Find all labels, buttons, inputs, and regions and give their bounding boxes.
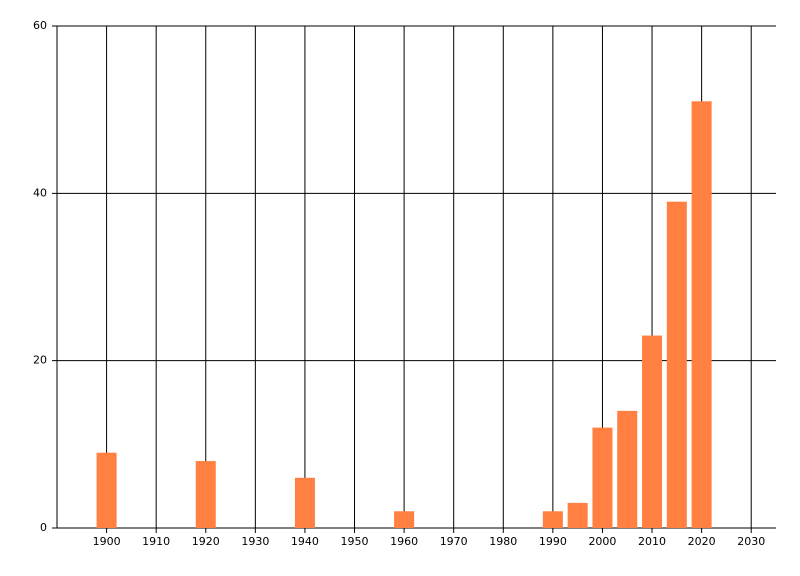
bar [642, 335, 663, 528]
x-tick-label: 1950 [341, 535, 369, 548]
x-tick-label: 1910 [142, 535, 170, 548]
y-tick-label: 20 [33, 354, 47, 367]
y-tick-label: 60 [33, 19, 47, 32]
x-tick-label: 1960 [390, 535, 418, 548]
x-tick-label: 2020 [688, 535, 716, 548]
bar [394, 511, 415, 528]
x-tick-label: 1970 [440, 535, 468, 548]
bar [691, 101, 712, 529]
x-tick-label: 2010 [638, 535, 666, 548]
x-tick-label: 1980 [489, 535, 517, 548]
bar [294, 477, 315, 528]
bar [96, 452, 117, 528]
x-tick-label: 2030 [737, 535, 765, 548]
y-tick-label: 40 [33, 186, 47, 199]
x-tick-label: 2000 [588, 535, 616, 548]
x-tick-label: 1990 [539, 535, 567, 548]
bar [617, 410, 638, 528]
bar [195, 461, 216, 528]
x-tick-label: 1920 [192, 535, 220, 548]
bar [542, 511, 563, 528]
x-tick-label: 1900 [93, 535, 121, 548]
x-tick-label: 1930 [241, 535, 269, 548]
y-tick-label: 0 [40, 521, 47, 534]
bar [592, 427, 613, 528]
bar [567, 502, 588, 528]
bar [666, 201, 687, 528]
x-tick-label: 1940 [291, 535, 319, 548]
